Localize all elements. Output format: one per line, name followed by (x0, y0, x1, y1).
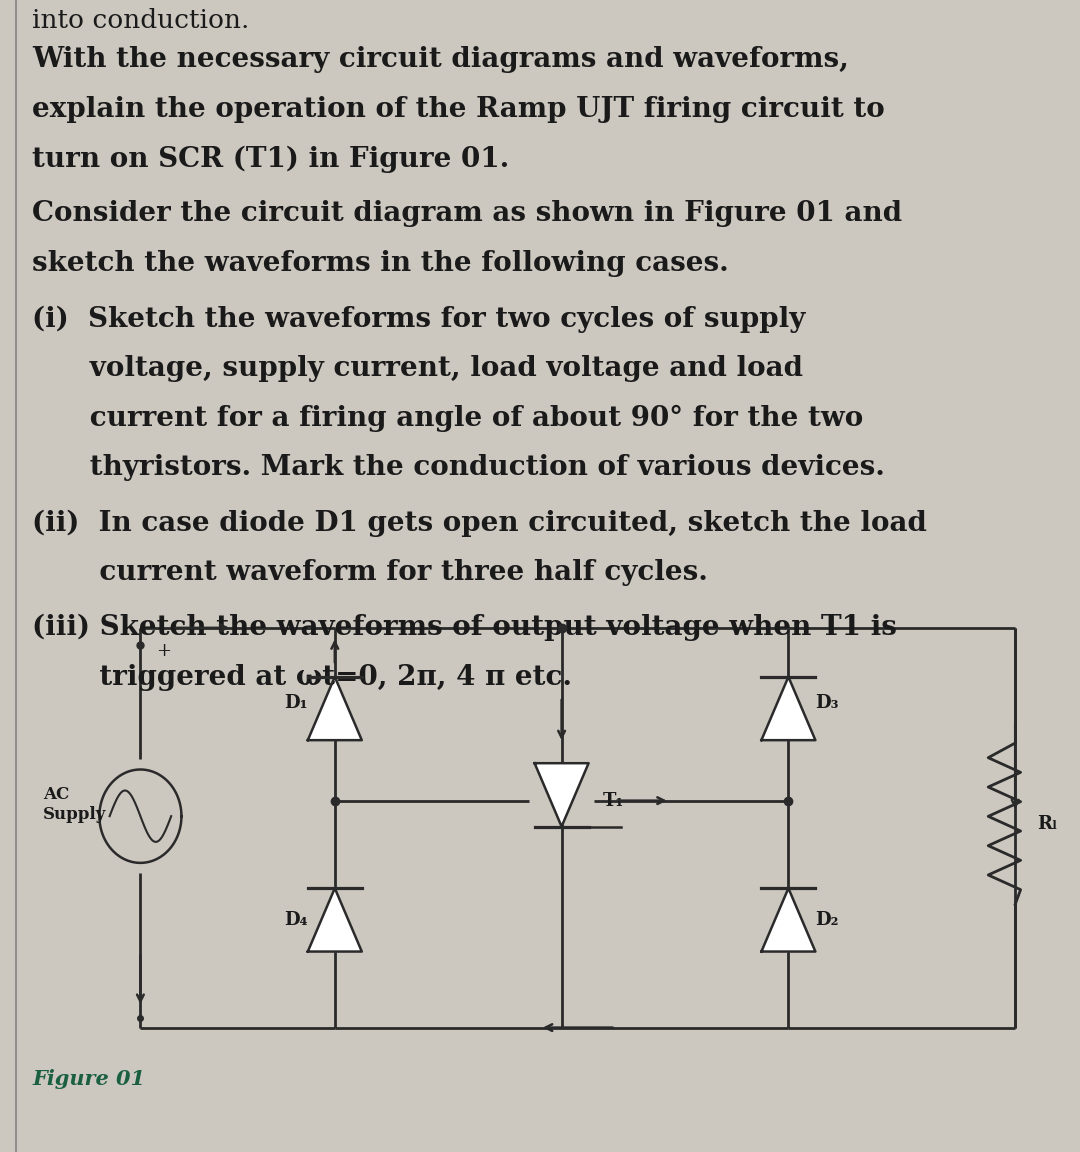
Text: T₁: T₁ (603, 791, 624, 810)
Text: (ii)  In case diode D1 gets open circuited, sketch the load: (ii) In case diode D1 gets open circuite… (32, 509, 928, 537)
Text: current for a firing angle of about 90° for the two: current for a firing angle of about 90° … (32, 404, 864, 432)
Text: D₂: D₂ (815, 911, 839, 929)
Text: thyristors. Mark the conduction of various devices.: thyristors. Mark the conduction of vario… (32, 454, 886, 480)
Text: Figure 01: Figure 01 (32, 1069, 146, 1089)
Polygon shape (308, 888, 362, 952)
Polygon shape (308, 676, 362, 741)
Text: current waveform for three half cycles.: current waveform for three half cycles. (32, 559, 708, 585)
Text: (i)  Sketch the waveforms for two cycles of supply: (i) Sketch the waveforms for two cycles … (32, 305, 806, 333)
Text: turn on SCR (T1) in Figure 01.: turn on SCR (T1) in Figure 01. (32, 145, 510, 173)
Text: sketch the waveforms in the following cases.: sketch the waveforms in the following ca… (32, 250, 729, 276)
Text: voltage, supply current, load voltage and load: voltage, supply current, load voltage an… (32, 355, 804, 381)
Text: AC
Supply: AC Supply (43, 787, 107, 823)
Text: explain the operation of the Ramp UJT firing circuit to: explain the operation of the Ramp UJT fi… (32, 96, 886, 122)
Text: D₁: D₁ (284, 694, 308, 712)
Text: D₃: D₃ (815, 694, 839, 712)
Text: With the necessary circuit diagrams and waveforms,: With the necessary circuit diagrams and … (32, 46, 849, 73)
Text: into conduction.: into conduction. (32, 8, 249, 33)
Text: triggered at ωt=0, 2π, 4 π etc.: triggered at ωt=0, 2π, 4 π etc. (32, 664, 572, 690)
Polygon shape (535, 764, 589, 827)
Polygon shape (761, 676, 815, 741)
Text: Rₗ: Rₗ (1037, 814, 1057, 833)
Text: (iii) Sketch the waveforms of output voltage when T1 is: (iii) Sketch the waveforms of output vol… (32, 614, 897, 642)
Polygon shape (761, 888, 815, 952)
Text: Consider the circuit diagram as shown in Figure 01 and: Consider the circuit diagram as shown in… (32, 200, 903, 227)
Text: D₄: D₄ (284, 911, 308, 929)
Text: +: + (157, 642, 172, 660)
